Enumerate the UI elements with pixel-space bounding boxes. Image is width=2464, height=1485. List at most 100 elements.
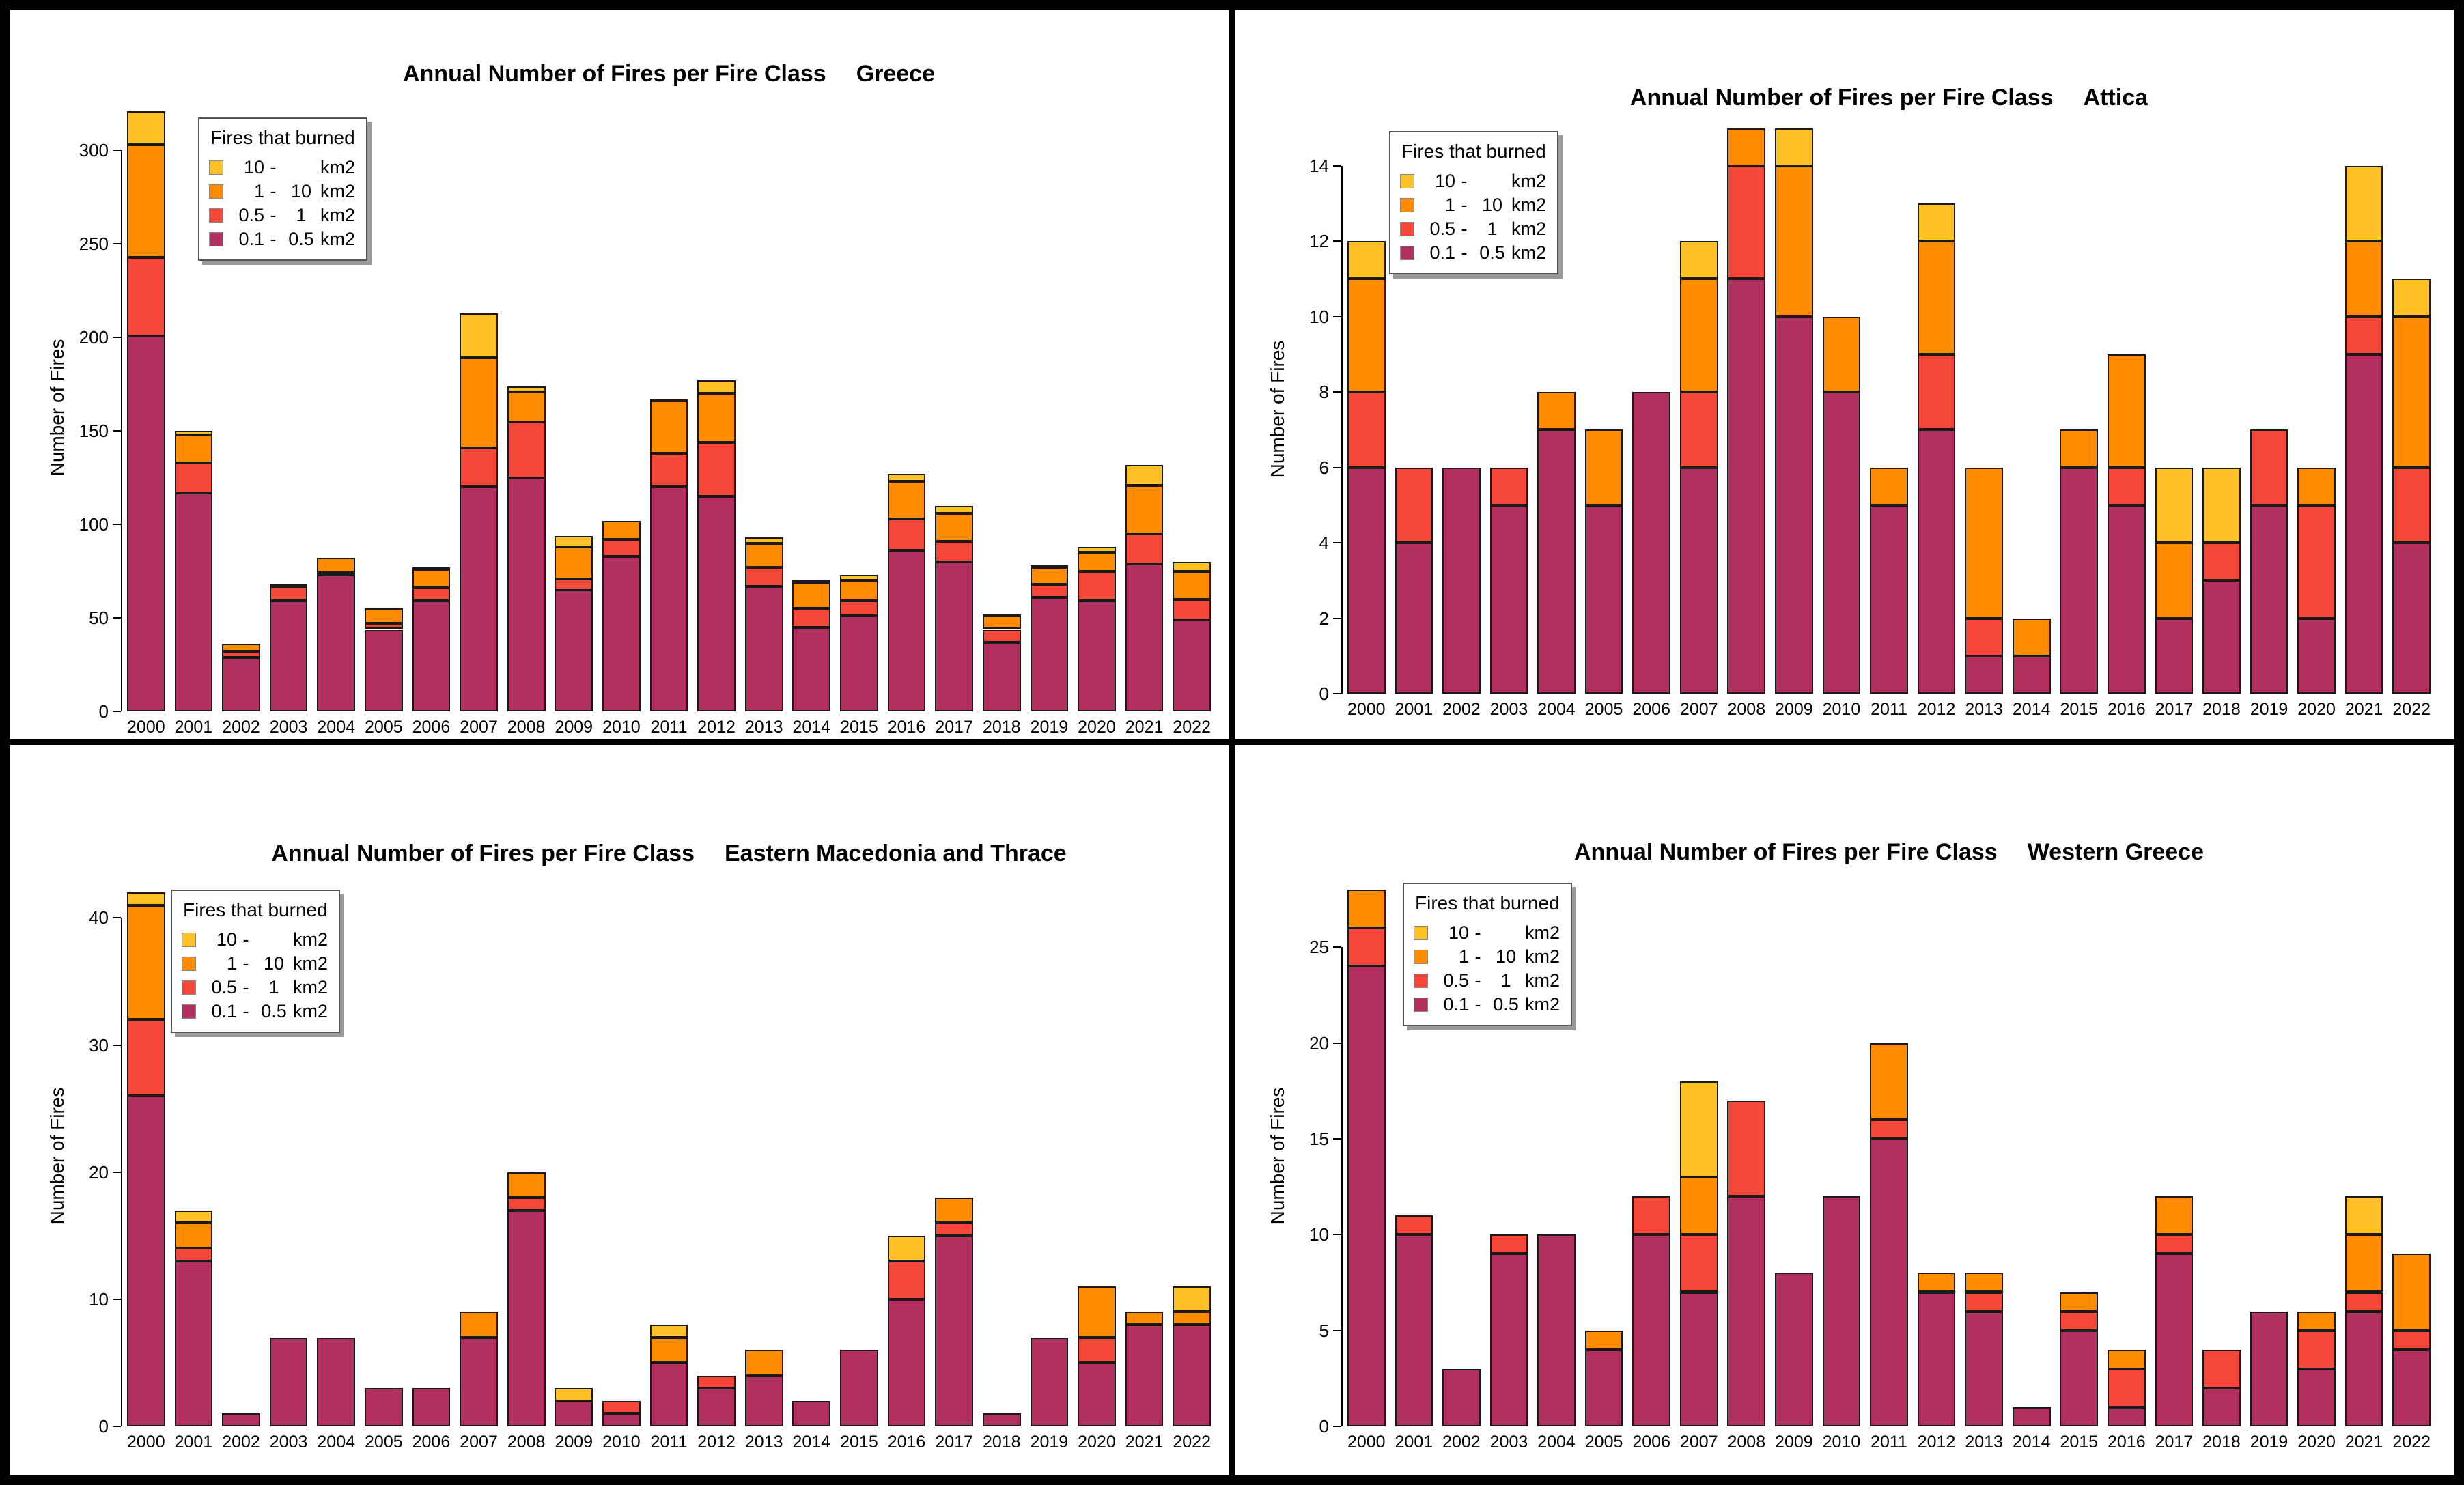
x-tick-label: 2006 (412, 718, 451, 737)
chart-title: Annual Number of Fires per Fire Class Wes… (1343, 839, 2435, 866)
bar-segment (1395, 467, 1433, 543)
bar-segment (1347, 392, 1386, 468)
x-tick-label: 2003 (269, 1432, 308, 1452)
legend-range-to: 0.5 (288, 229, 314, 249)
x-tick-label: 2020 (2297, 700, 2336, 719)
bar-segment (2392, 1330, 2431, 1350)
bar-segment (2250, 429, 2288, 505)
bar-segment (2392, 543, 2431, 694)
y-tick-label: 0 (98, 701, 109, 722)
bar-segment (1125, 464, 1164, 485)
bar-segment (1078, 601, 1116, 711)
bar-segment (2060, 429, 2099, 468)
chart-title-region: Attica (2083, 85, 2148, 111)
bar-segment (365, 629, 403, 711)
y-axis-line (1341, 947, 1343, 1426)
bar-segment (2060, 1330, 2099, 1426)
x-tick-label: 2019 (1030, 718, 1069, 737)
x-tick-label: 2013 (744, 718, 783, 737)
bar-segment (840, 580, 878, 602)
x-tick-label: 2014 (792, 718, 831, 737)
legend-range-from: 0.1 (238, 229, 264, 249)
bar-segment (935, 513, 973, 541)
legend-range-from: 1 (226, 953, 237, 974)
x-tick-label: 2018 (2202, 700, 2241, 719)
bar-segment (460, 447, 498, 487)
x-tick-label: 2009 (1775, 1432, 1813, 1452)
y-tick-label: 14 (1309, 155, 1329, 176)
legend-swatch (1414, 974, 1428, 988)
y-axis-line (121, 918, 122, 1426)
bar-segment (1870, 1138, 1908, 1426)
y-axis-tick (1333, 1234, 1341, 1236)
bar-segment (697, 380, 736, 394)
bar-segment (982, 616, 1021, 630)
bar-segment (935, 561, 973, 711)
x-tick-label: 2011 (650, 1432, 688, 1452)
bar-segment (1489, 1234, 1528, 1254)
x-tick-label: 2020 (1078, 1432, 1116, 1452)
y-tick-label: 250 (79, 234, 109, 255)
bar-segment (365, 1388, 403, 1426)
bar-segment (1965, 1311, 2003, 1426)
bar-segment (744, 1350, 783, 1376)
y-tick-label: 300 (79, 140, 109, 161)
legend-range-to: 0.5 (261, 1001, 287, 1021)
y-tick-label: 10 (89, 1288, 109, 1310)
bar-segment (269, 586, 308, 602)
bar-segment (744, 567, 783, 586)
x-tick-label: 2013 (1965, 700, 2003, 719)
legend-box: Fires that burned 10- km2 1-10 km2 0.5-1 km2 0.… (198, 117, 368, 261)
bar-segment (1347, 890, 1386, 929)
bar-segment (840, 1350, 878, 1426)
legend-unit: km2 (1525, 946, 1560, 967)
bar-segment (1965, 618, 2003, 656)
bar-segment (744, 537, 783, 543)
bar-segment (174, 1223, 213, 1249)
chart-title-prefix: Annual Number of Fires per Fire Class (402, 61, 826, 87)
legend-range-from: 0.5 (1443, 970, 1469, 991)
bar-segment (1822, 316, 1861, 393)
x-tick-label: 2007 (460, 1432, 498, 1452)
x-tick-label: 2007 (1679, 1432, 1718, 1452)
bar-segment (1125, 485, 1164, 534)
legend-range-dash: - (242, 953, 249, 974)
legend-item: 0.5-1 km2 (1400, 217, 1546, 241)
bar-segment (1917, 354, 1956, 430)
bar-segment (1173, 561, 1212, 571)
bar-segment (460, 313, 498, 358)
bar-segment (1537, 429, 1576, 694)
y-axis-tick (113, 1298, 121, 1300)
bar-segment (1822, 1196, 1861, 1426)
x-tick-label: 2010 (1822, 700, 1861, 719)
bar-segment (2297, 1330, 2336, 1369)
bar-segment (126, 257, 165, 336)
bar-segment (1347, 467, 1386, 694)
x-tick-label: 2006 (1632, 700, 1670, 719)
x-tick-label: 2021 (1125, 1432, 1164, 1452)
legend-item: 0.5-1 km2 (182, 976, 328, 1000)
legend-range-to: 10 (263, 953, 285, 974)
y-tick-label: 10 (1309, 306, 1329, 327)
x-tick-label: 2000 (126, 1432, 165, 1452)
bar-segment (1489, 467, 1528, 505)
bar-segment (2012, 1406, 2051, 1426)
x-tick-label: 2013 (1965, 1432, 2003, 1452)
legend-swatch (209, 208, 223, 223)
x-tick-label: 2011 (1871, 1432, 1907, 1452)
bar-segment (1727, 165, 1766, 279)
bar-segment (126, 1019, 165, 1096)
bar-segment (555, 535, 593, 547)
y-axis-tick (1333, 1042, 1341, 1044)
x-tick-label: 2005 (365, 1432, 403, 1452)
x-tick-label: 2004 (1537, 700, 1576, 719)
legend-range-to: 10 (290, 181, 312, 201)
legend-unit: km2 (320, 181, 356, 201)
bar-segment (2392, 316, 2431, 468)
bar-segment (126, 905, 165, 1020)
legend-swatch (209, 184, 223, 199)
y-tick-label: 8 (1319, 382, 1329, 403)
bar-segment (2202, 543, 2241, 581)
legend-swatch (182, 933, 196, 947)
x-tick-label: 2004 (1537, 1432, 1576, 1452)
